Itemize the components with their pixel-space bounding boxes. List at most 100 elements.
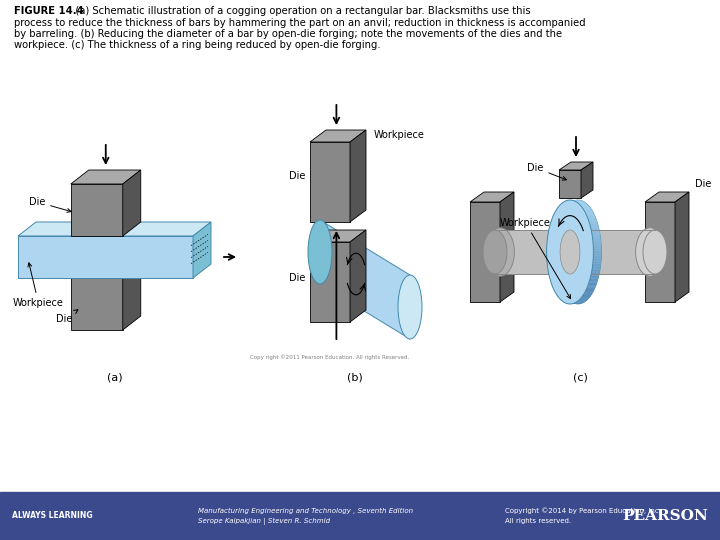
Polygon shape	[549, 227, 557, 229]
Polygon shape	[553, 288, 562, 289]
Polygon shape	[546, 258, 555, 259]
Polygon shape	[546, 246, 554, 248]
Polygon shape	[589, 222, 598, 224]
Polygon shape	[350, 230, 366, 322]
Polygon shape	[546, 251, 554, 253]
Text: Die: Die	[29, 197, 71, 212]
Text: by barreling. (b) Reducing the diameter of a bar by open-die forging; note the m: by barreling. (b) Reducing the diameter …	[14, 29, 562, 39]
Polygon shape	[554, 200, 601, 304]
Polygon shape	[557, 295, 566, 296]
Polygon shape	[560, 299, 569, 300]
Text: Serope Kalpakjian | Steven R. Schmid: Serope Kalpakjian | Steven R. Schmid	[198, 517, 330, 524]
Polygon shape	[593, 257, 601, 259]
Polygon shape	[546, 259, 555, 261]
Polygon shape	[591, 230, 600, 231]
Polygon shape	[560, 204, 570, 205]
Polygon shape	[593, 255, 601, 257]
Polygon shape	[593, 238, 600, 239]
Polygon shape	[548, 271, 557, 272]
Polygon shape	[592, 234, 600, 236]
Text: Workpiece: Workpiece	[374, 130, 425, 140]
Polygon shape	[579, 204, 588, 205]
Polygon shape	[561, 203, 570, 204]
Polygon shape	[590, 277, 598, 279]
Polygon shape	[577, 203, 587, 204]
Polygon shape	[592, 268, 600, 269]
Polygon shape	[585, 291, 593, 292]
Ellipse shape	[398, 275, 422, 339]
Polygon shape	[71, 184, 122, 236]
Polygon shape	[593, 265, 600, 267]
Polygon shape	[582, 296, 590, 297]
Polygon shape	[549, 273, 557, 275]
Polygon shape	[553, 215, 562, 217]
Text: PEARSON: PEARSON	[622, 509, 708, 523]
Polygon shape	[310, 230, 366, 242]
Polygon shape	[593, 264, 600, 265]
Polygon shape	[547, 261, 555, 262]
Polygon shape	[580, 298, 589, 299]
Polygon shape	[593, 251, 601, 252]
Polygon shape	[593, 246, 601, 247]
Ellipse shape	[643, 230, 667, 274]
Polygon shape	[549, 275, 557, 276]
Polygon shape	[581, 206, 590, 207]
Polygon shape	[557, 207, 566, 208]
Polygon shape	[546, 248, 554, 249]
Polygon shape	[552, 217, 561, 218]
Polygon shape	[588, 285, 596, 287]
Polygon shape	[548, 235, 556, 237]
Polygon shape	[591, 271, 600, 273]
Polygon shape	[554, 291, 563, 292]
Polygon shape	[470, 202, 500, 302]
Polygon shape	[579, 299, 588, 300]
Text: Die: Die	[289, 273, 305, 284]
Polygon shape	[675, 192, 689, 302]
Polygon shape	[555, 293, 564, 294]
Polygon shape	[589, 221, 598, 222]
Polygon shape	[547, 237, 556, 238]
Polygon shape	[555, 292, 564, 293]
Polygon shape	[554, 289, 562, 291]
Polygon shape	[310, 142, 350, 222]
Polygon shape	[549, 276, 558, 278]
Polygon shape	[577, 300, 587, 301]
Polygon shape	[587, 215, 595, 216]
Polygon shape	[554, 212, 563, 213]
Polygon shape	[547, 262, 555, 264]
Polygon shape	[593, 241, 601, 242]
Polygon shape	[71, 170, 140, 184]
Polygon shape	[548, 233, 556, 235]
Polygon shape	[550, 224, 559, 225]
Polygon shape	[470, 192, 514, 202]
Text: Die: Die	[55, 310, 78, 324]
Polygon shape	[587, 288, 595, 289]
Polygon shape	[582, 295, 591, 296]
Text: (a): (a)	[107, 372, 123, 382]
Polygon shape	[582, 207, 590, 208]
Polygon shape	[593, 252, 601, 254]
Polygon shape	[549, 272, 557, 273]
Polygon shape	[588, 219, 596, 220]
Polygon shape	[548, 232, 557, 233]
Polygon shape	[587, 287, 595, 288]
Polygon shape	[590, 224, 598, 225]
Polygon shape	[495, 230, 655, 274]
Polygon shape	[593, 242, 601, 244]
Polygon shape	[591, 274, 599, 276]
Polygon shape	[549, 278, 558, 279]
Polygon shape	[561, 300, 570, 301]
Text: (b): (b)	[347, 372, 363, 382]
Polygon shape	[546, 253, 554, 254]
Polygon shape	[580, 205, 588, 206]
Polygon shape	[553, 287, 562, 288]
Text: Workpiece: Workpiece	[13, 263, 64, 308]
Polygon shape	[588, 218, 596, 219]
Polygon shape	[71, 278, 122, 330]
Polygon shape	[645, 202, 675, 302]
Polygon shape	[589, 280, 598, 281]
Ellipse shape	[485, 228, 514, 276]
Polygon shape	[547, 266, 556, 267]
Polygon shape	[593, 267, 600, 268]
Polygon shape	[549, 229, 557, 231]
